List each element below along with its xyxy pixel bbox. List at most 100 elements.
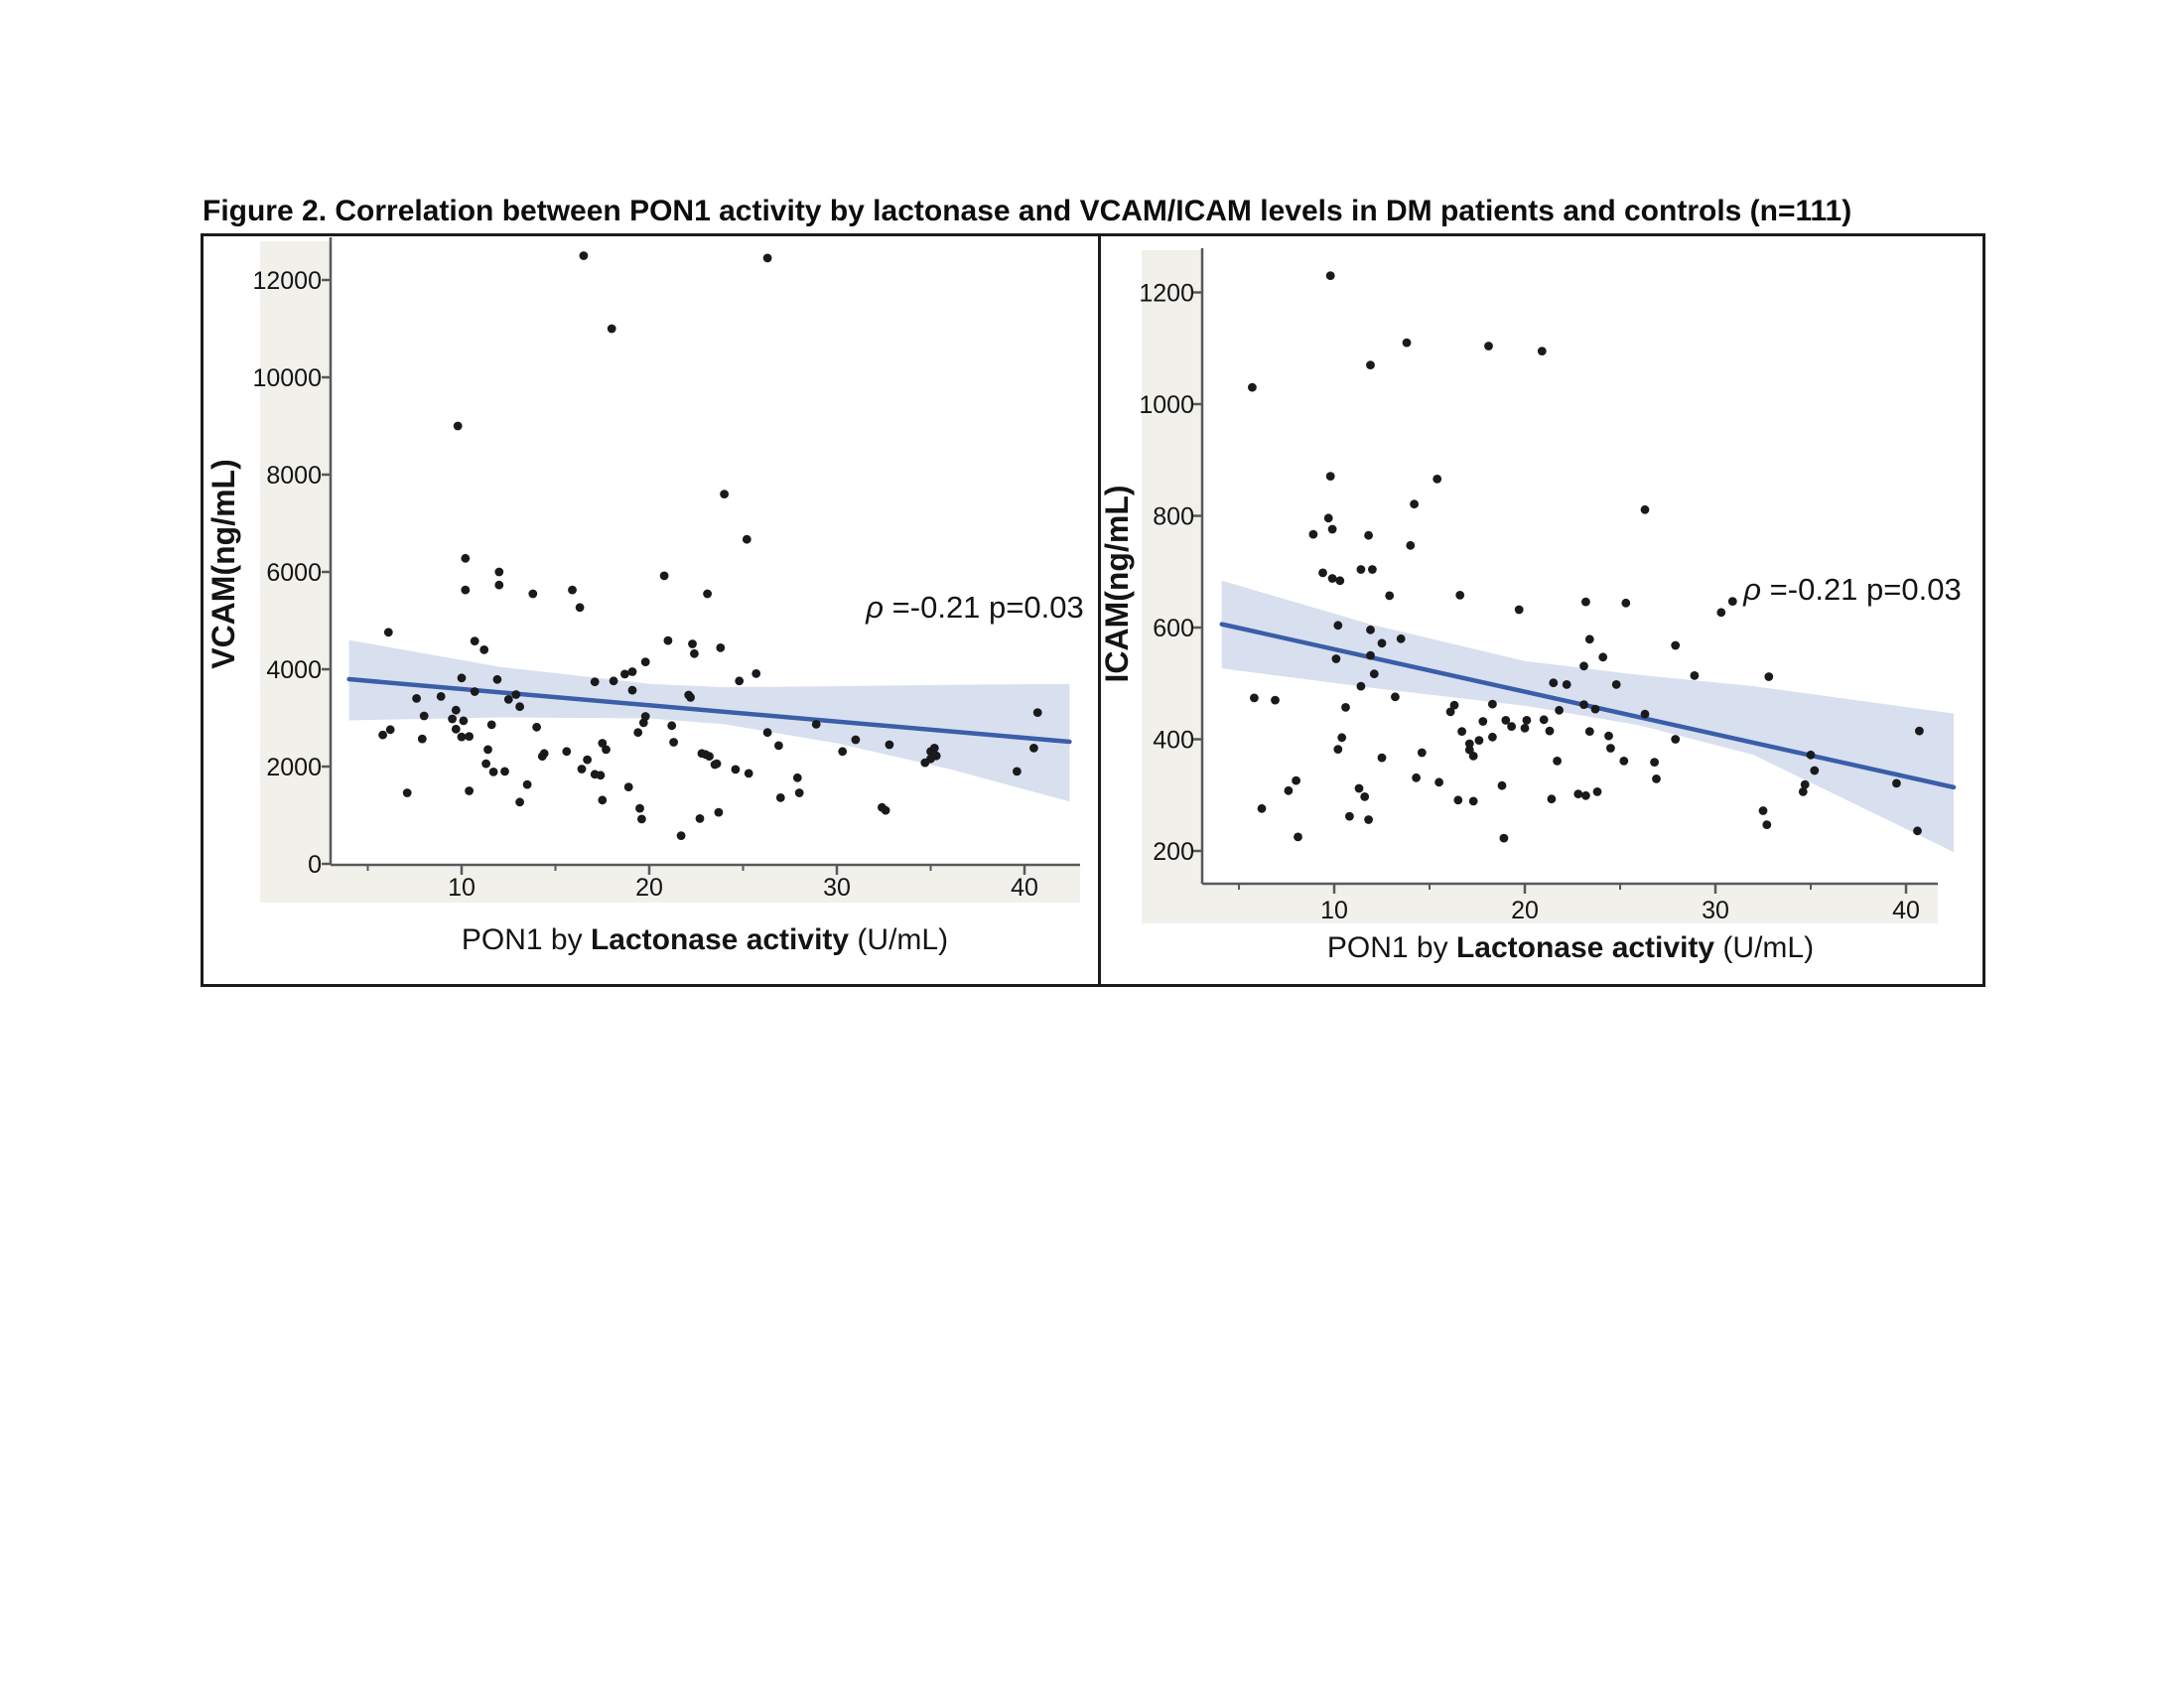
data-point: [792, 773, 802, 782]
right-y-tick-label: 1200: [1139, 280, 1194, 308]
left-x-tick-label: 40: [1011, 874, 1038, 902]
data-point: [451, 724, 461, 734]
left-y-tick-label: 4000: [266, 656, 322, 684]
data-point: [492, 674, 502, 684]
right-y-tick-label: 600: [1153, 615, 1194, 642]
data-point: [596, 771, 606, 780]
data-point: [1331, 654, 1341, 663]
data-point: [851, 735, 861, 745]
data-point: [1606, 744, 1615, 753]
left-y-tick-label: 10000: [252, 364, 322, 392]
right-annotation-stats: =-0.21 p=0.03: [1761, 572, 1962, 607]
data-point: [607, 324, 616, 334]
data-point: [1488, 699, 1497, 709]
left-points: [378, 251, 1042, 840]
data-point: [1354, 783, 1364, 793]
data-point: [385, 725, 395, 735]
left-annotation: ρ =-0.21 p=0.03: [865, 590, 1083, 625]
data-point: [1455, 591, 1465, 600]
data-point: [483, 745, 492, 755]
data-point: [731, 765, 741, 774]
data-point: [1488, 732, 1497, 742]
data-point: [1621, 598, 1631, 608]
data-point: [1360, 792, 1370, 801]
data-point: [1029, 744, 1038, 753]
data-point: [623, 782, 633, 791]
data-point: [1478, 717, 1488, 726]
data-point: [1449, 700, 1459, 710]
left-annotation-stats: =-0.21 p=0.03: [884, 590, 1084, 625]
data-point: [1584, 727, 1594, 736]
right-y-margin: [1142, 250, 1202, 923]
data-point: [465, 786, 474, 795]
data-point: [1327, 524, 1337, 534]
data-point: [609, 676, 618, 686]
data-point: [1366, 625, 1375, 634]
data-point: [688, 639, 697, 648]
data-point: [1325, 271, 1335, 280]
data-point: [598, 795, 608, 805]
left-confidence-band: [348, 639, 1070, 802]
data-point: [1573, 789, 1583, 798]
data-point: [1337, 733, 1347, 743]
data-point: [1434, 777, 1443, 787]
panel-divider: [1098, 233, 1101, 984]
data-point: [1915, 726, 1924, 736]
data-point: [1539, 715, 1549, 725]
right-x-tick-label: 30: [1702, 897, 1729, 924]
data-point: [378, 730, 387, 740]
data-point: [751, 669, 761, 678]
left-regression-line: [346, 676, 1072, 745]
data-point: [1464, 739, 1474, 749]
data-point: [515, 702, 524, 712]
data-point: [920, 758, 930, 768]
data-point: [1892, 778, 1901, 788]
data-point: [453, 421, 463, 431]
data-point: [1501, 716, 1511, 725]
data-point: [716, 643, 726, 652]
data-point: [640, 657, 650, 666]
data-point: [720, 490, 729, 498]
data-point: [931, 751, 941, 761]
left-x-tick-label: 10: [448, 874, 476, 902]
data-point: [838, 747, 848, 757]
left-y-margin: [260, 241, 331, 903]
data-point: [1671, 640, 1681, 650]
data-point: [470, 687, 479, 696]
data-point: [1292, 775, 1300, 785]
data-point: [1406, 540, 1416, 550]
data-point: [1798, 787, 1808, 796]
figure-title: Figure 2. Correlation between PON1 activ…: [203, 195, 1852, 227]
left-y-tick-label: 2000: [266, 754, 322, 781]
data-point: [1369, 669, 1379, 679]
data-point: [1514, 605, 1524, 615]
data-point: [1335, 576, 1345, 586]
data-point: [562, 747, 572, 757]
data-point: [1499, 833, 1509, 843]
data-point: [627, 667, 637, 676]
left-x-axis-title: PON1 by Lactonase activity (U/mL): [462, 923, 948, 956]
data-point: [762, 253, 772, 263]
data-point: [579, 251, 589, 260]
data-point: [1484, 342, 1493, 351]
data-point: [1619, 757, 1629, 766]
left-x-axis-title-part: Lactonase activity: [591, 923, 849, 956]
data-point: [488, 768, 498, 776]
data-point: [1520, 723, 1530, 733]
data-point: [1327, 574, 1337, 583]
data-point: [494, 580, 504, 590]
data-point: [1764, 672, 1774, 681]
data-point: [735, 676, 745, 686]
data-point: [457, 732, 467, 742]
data-point: [590, 677, 600, 687]
data-point: [1598, 652, 1608, 662]
data-point: [1318, 568, 1327, 578]
data-point: [1758, 806, 1768, 815]
data-point: [1464, 745, 1474, 755]
data-point: [479, 645, 489, 654]
right-x-tick-label: 20: [1511, 897, 1539, 924]
data-point: [1553, 757, 1562, 766]
right-plot: 200 400 600 800 1000 1200 10 20 30 40 ρ =-0.21 p=0…: [1099, 248, 1962, 964]
data-point: [470, 636, 479, 645]
data-point: [710, 760, 720, 770]
